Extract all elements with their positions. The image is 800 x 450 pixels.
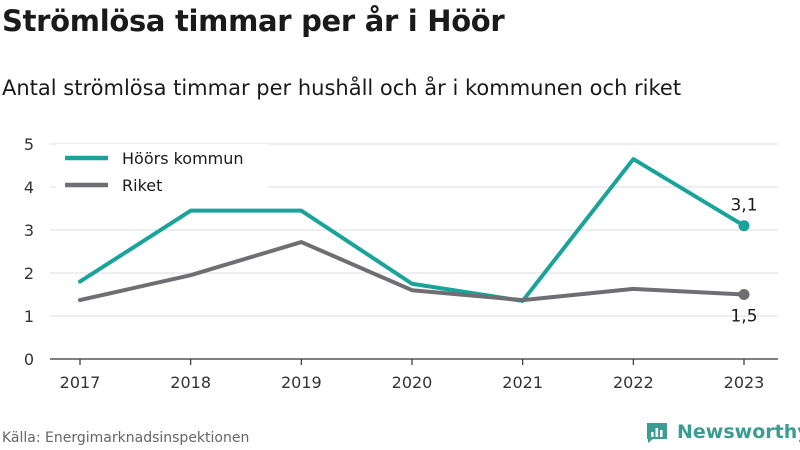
series-line-riket xyxy=(78,240,746,303)
end-point-riket xyxy=(738,289,750,300)
legend-label-riket: Riket xyxy=(122,176,162,195)
end-point-hoor xyxy=(738,220,750,232)
source-note: Källa: Energimarknadsinspektionen xyxy=(2,430,250,446)
brand-name: Newsworthy xyxy=(677,421,800,443)
brand-logo: Newsworthy xyxy=(645,420,800,444)
brand-icon xyxy=(647,423,667,443)
x-tick-label: 2023 xyxy=(724,373,765,392)
x-tick-label: 2020 xyxy=(392,373,433,392)
y-tick-label: 5 xyxy=(24,135,34,154)
data-label-riket: 1,5 xyxy=(730,307,757,327)
legend-background xyxy=(56,144,268,200)
x-tick-label: 2022 xyxy=(613,373,654,392)
series-line-hoor xyxy=(78,157,746,303)
y-tick-label: 2 xyxy=(24,264,34,283)
data-label-hoor: 3,1 xyxy=(730,196,757,216)
page-title: Strömlösa timmar per år i Höör xyxy=(2,4,505,38)
legend-label-hoor: Höörs kommun xyxy=(122,149,244,168)
x-tick-label: 2021 xyxy=(502,373,543,392)
y-tick-label: 1 xyxy=(24,307,34,326)
chart-subtitle: Antal strömlösa timmar per hushåll och å… xyxy=(2,76,682,100)
x-tick-label: 2019 xyxy=(281,373,322,392)
y-tick-label: 3 xyxy=(24,221,34,240)
x-tick-label: 2017 xyxy=(60,373,101,392)
y-tick-label: 0 xyxy=(24,350,34,369)
y-tick-label: 4 xyxy=(24,178,34,197)
x-tick-label: 2018 xyxy=(170,373,211,392)
